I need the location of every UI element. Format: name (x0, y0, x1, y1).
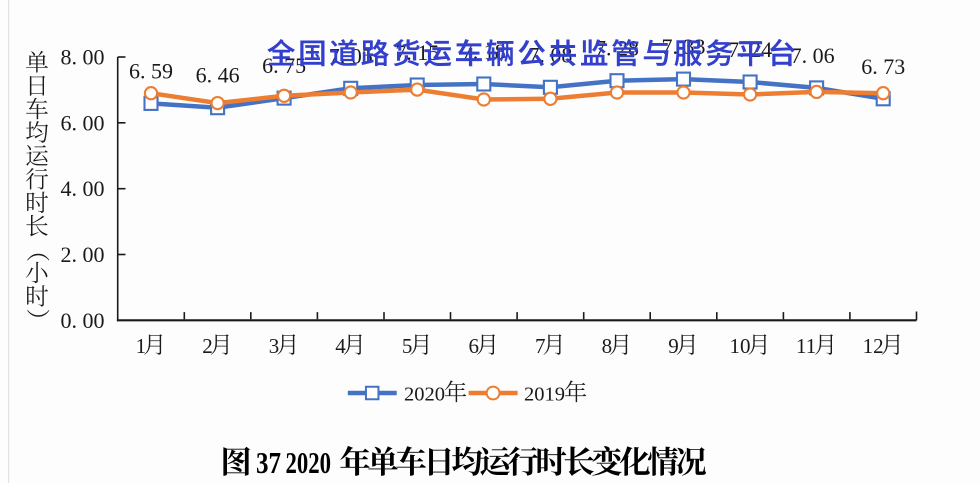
svg-text:6. 00: 6. 00 (61, 110, 105, 135)
svg-text:9: 9 (668, 334, 679, 358)
svg-text:10: 10 (730, 334, 751, 358)
svg-text:2020: 2020 (404, 384, 445, 406)
svg-text:4: 4 (335, 334, 346, 358)
svg-text:0. 00: 0. 00 (61, 308, 105, 333)
svg-text:2020: 2020 (286, 446, 332, 480)
svg-text:4. 00: 4. 00 (61, 176, 105, 201)
svg-text:6. 59: 6. 59 (129, 58, 173, 83)
svg-text:7: 7 (535, 334, 546, 358)
svg-text:2: 2 (202, 334, 213, 358)
svg-text:6. 46: 6. 46 (196, 63, 240, 88)
svg-text:2. 00: 2. 00 (61, 242, 105, 267)
svg-text:11: 11 (796, 334, 816, 358)
svg-text:6. 73: 6. 73 (861, 54, 905, 79)
svg-text:5: 5 (402, 334, 413, 358)
svg-text:7. 06: 7. 06 (791, 43, 835, 68)
svg-text:8. 00: 8. 00 (61, 45, 105, 70)
svg-text:6: 6 (469, 334, 480, 358)
svg-text:1: 1 (136, 334, 147, 358)
svg-text:12: 12 (863, 334, 884, 358)
svg-text:8: 8 (602, 334, 613, 358)
svg-text:37: 37 (256, 446, 281, 480)
svg-text:2019: 2019 (524, 384, 565, 406)
svg-text:3: 3 (269, 334, 280, 358)
